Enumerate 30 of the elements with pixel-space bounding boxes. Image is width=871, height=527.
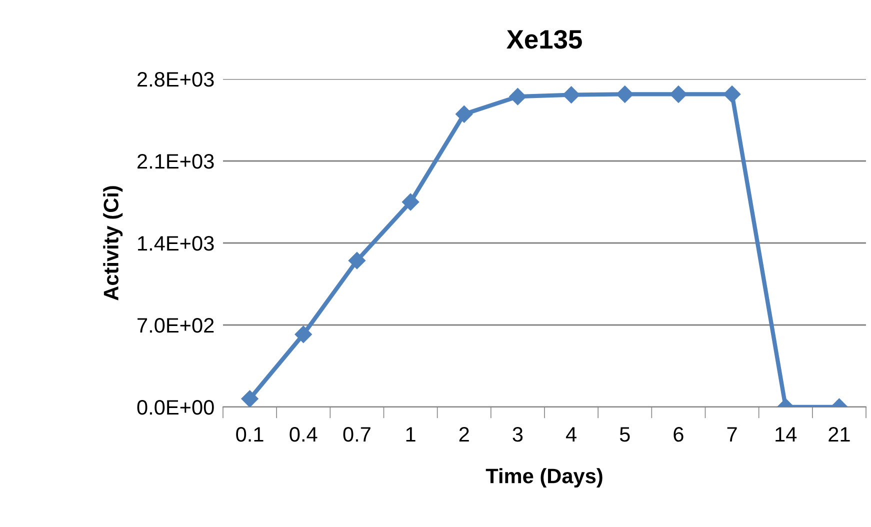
y-tick-label: 2.1E+03 bbox=[138, 154, 214, 169]
point bbox=[562, 86, 580, 104]
point bbox=[241, 390, 258, 407]
point bbox=[616, 86, 634, 103]
y-axis-title: Activity (Ci) bbox=[103, 186, 123, 300]
x-tick-label: 21 bbox=[828, 426, 850, 442]
x-tick-label: 2 bbox=[459, 426, 469, 442]
point bbox=[509, 88, 526, 106]
y-tick-label: 7.0E+02 bbox=[138, 318, 214, 333]
x-tick-label: 0.7 bbox=[343, 426, 370, 442]
point bbox=[402, 193, 420, 211]
point bbox=[670, 86, 688, 103]
point bbox=[723, 86, 741, 103]
y-tick-label: 2.8E+03 bbox=[138, 72, 214, 87]
point bbox=[456, 106, 473, 123]
x-tick-label: 5 bbox=[620, 427, 630, 442]
y-tick-label: 1.4E+03 bbox=[138, 236, 214, 251]
y-tick-label: 0.0E+00 bbox=[137, 400, 214, 415]
x-tick-label: 0.4 bbox=[290, 426, 318, 442]
x-tick-label: 4 bbox=[566, 427, 576, 442]
x-tick-label: 7 bbox=[727, 427, 737, 442]
point bbox=[348, 252, 366, 270]
x-tick-label: 0.1 bbox=[236, 426, 264, 442]
x-tick-label: 3 bbox=[512, 426, 523, 442]
x-axis-title: Time (Days) bbox=[486, 468, 602, 488]
chart-title: Xe135 bbox=[506, 30, 582, 49]
x-tick-label: 6 bbox=[674, 426, 684, 442]
point bbox=[294, 326, 312, 343]
x-tick-label: 14 bbox=[776, 427, 797, 442]
x-tick-label: 1 bbox=[406, 427, 416, 442]
